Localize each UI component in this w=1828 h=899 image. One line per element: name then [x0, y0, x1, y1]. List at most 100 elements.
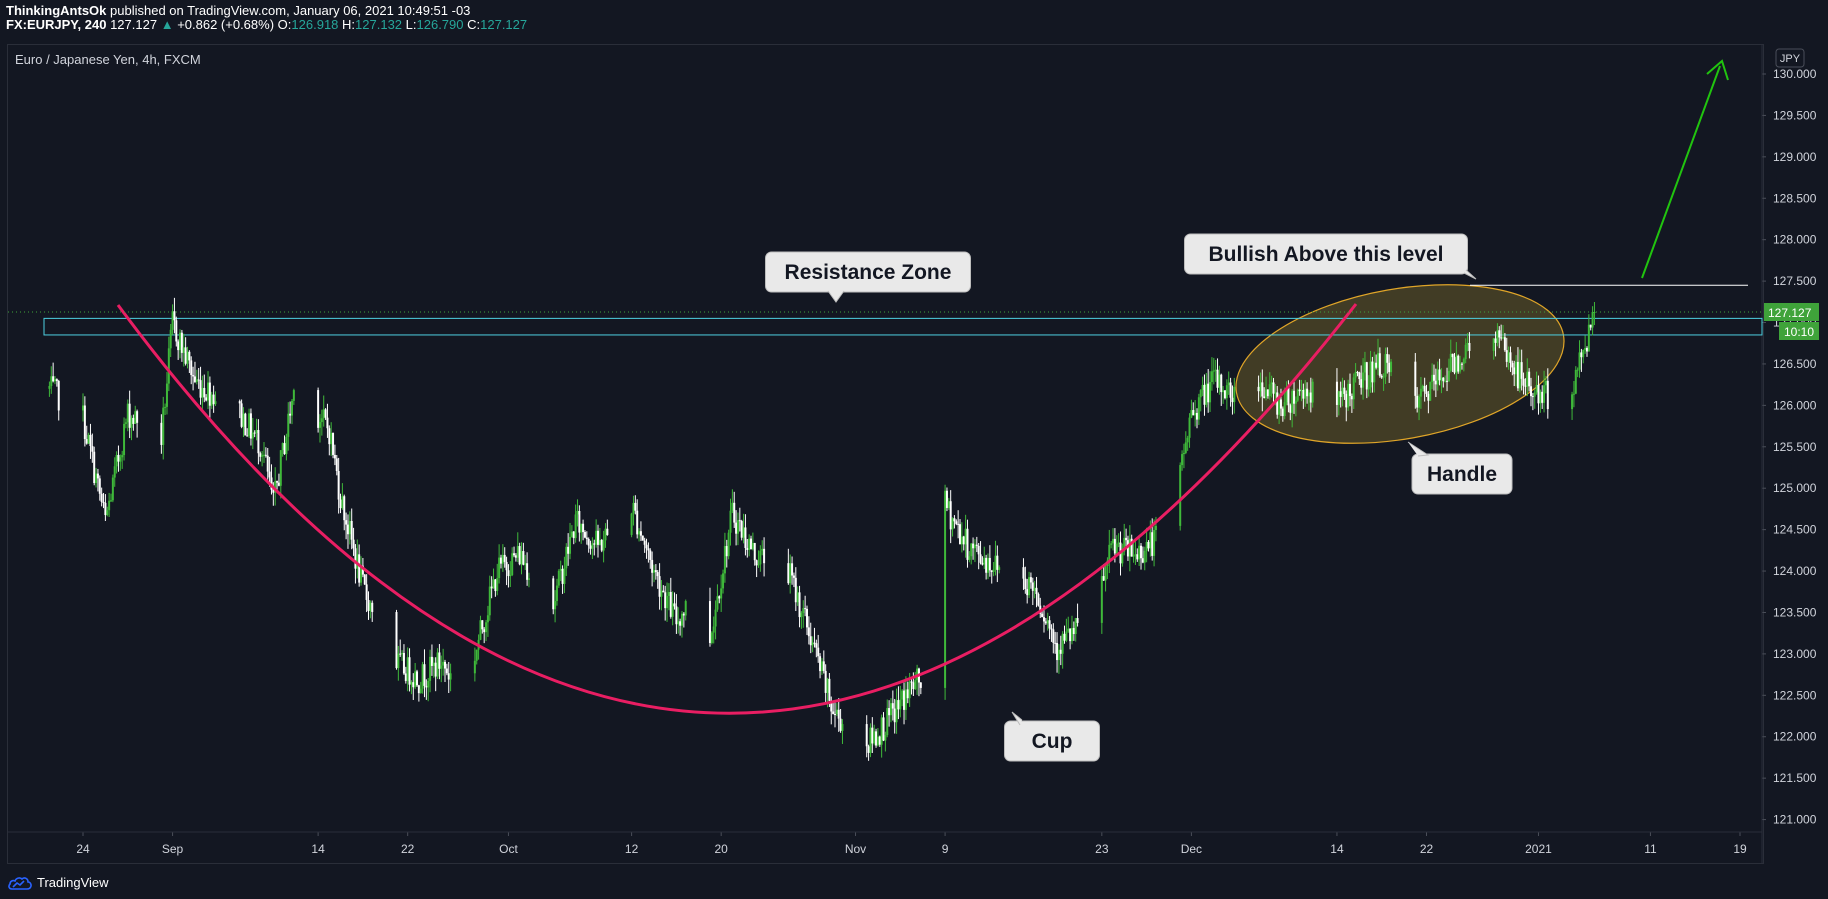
candle — [1218, 365, 1221, 395]
candle-body — [1369, 361, 1372, 388]
candle — [1440, 368, 1443, 394]
candle-body — [128, 403, 131, 428]
resistance-zone-callout[interactable]: Resistance Zone — [765, 251, 971, 303]
candle-body — [1272, 382, 1275, 394]
candle — [720, 574, 723, 612]
candle — [722, 569, 725, 594]
candle — [742, 513, 745, 544]
candle-body — [953, 518, 956, 522]
candle — [1363, 351, 1366, 381]
author-name[interactable]: ThinkingAntsOk — [6, 3, 107, 18]
candle-body — [115, 454, 118, 467]
candle-body — [597, 530, 600, 545]
candle-body — [1216, 369, 1219, 388]
candle — [1304, 380, 1307, 407]
candle-body — [1186, 437, 1189, 443]
candle — [1126, 535, 1129, 561]
candle — [733, 491, 736, 528]
candle-body — [402, 652, 405, 674]
candle-body — [565, 546, 568, 569]
candle-body — [1503, 337, 1506, 351]
candle — [1337, 390, 1340, 416]
candle — [333, 444, 336, 466]
candle — [1024, 566, 1027, 594]
candle-body — [513, 553, 516, 556]
candle — [1061, 631, 1064, 669]
candle-body — [1041, 613, 1044, 618]
candle-body — [736, 520, 739, 534]
candle — [526, 552, 529, 586]
handle-callout[interactable]: Handle — [1407, 441, 1513, 495]
candle-body — [1363, 362, 1366, 373]
candle-body — [662, 590, 665, 593]
candle-body — [632, 502, 635, 514]
callout-box — [1184, 233, 1468, 275]
candle-body — [600, 539, 603, 551]
candle — [509, 561, 512, 587]
candle — [1451, 353, 1454, 373]
candle — [1115, 535, 1118, 555]
candle — [1414, 353, 1417, 409]
candle — [108, 492, 111, 518]
candle-body — [824, 670, 827, 693]
last-price-label[interactable]: 127.127 10:10 — [1764, 303, 1819, 341]
candle-body — [1285, 387, 1288, 403]
candle-body — [320, 418, 323, 423]
candle-body — [557, 570, 560, 586]
currency-badge[interactable]: JPY — [1775, 48, 1805, 68]
candle — [1349, 373, 1352, 407]
candle-body — [212, 394, 215, 405]
candle — [212, 385, 215, 413]
candle-body — [673, 603, 676, 607]
candle — [397, 645, 400, 681]
time-axis[interactable]: 24 Sep 14 22 Oct 12 20 Nov 9 23 Dec 14 22 2021 11 19 — [76, 832, 1747, 856]
callout-text: Handle — [1427, 463, 1497, 486]
price-chart[interactable]: 121.000 121.500 122.000 122.500 123.000 123.5… — [0, 0, 1828, 866]
chart-pane[interactable] — [7, 44, 1764, 864]
candle-body — [1593, 312, 1596, 314]
symbol-title: Euro / Japanese Yen, 4h, FXCM — [15, 52, 201, 67]
resistance-zone-box[interactable] — [43, 317, 1763, 336]
candle — [751, 532, 754, 551]
candle — [440, 655, 443, 683]
candle-body — [964, 528, 967, 545]
candle — [330, 422, 333, 456]
candle-body — [367, 599, 370, 611]
candle-body — [757, 564, 760, 566]
candle-body — [126, 403, 129, 423]
candle-body — [188, 351, 191, 361]
candle — [1496, 323, 1499, 347]
candle — [871, 717, 874, 753]
candle-body — [527, 578, 530, 580]
cup-callout[interactable]: Cup — [1004, 711, 1100, 762]
price-axis[interactable]: 121.000 121.500 122.000 122.500 123.000 123.5… — [1762, 67, 1817, 827]
candle — [591, 537, 594, 560]
target-arrow-line[interactable] — [1641, 65, 1721, 279]
candle-body — [1201, 384, 1204, 391]
candle-body — [988, 557, 991, 571]
tradingview-logo[interactable]: TradingView — [8, 875, 109, 890]
candle — [494, 578, 497, 597]
candle-body — [1149, 532, 1152, 549]
candle-body — [962, 536, 965, 545]
candle — [794, 567, 797, 611]
handle-ellipse[interactable] — [1223, 261, 1576, 466]
candle — [791, 556, 794, 585]
candle — [322, 395, 325, 427]
candle — [208, 376, 211, 418]
candle-body — [259, 453, 262, 457]
candle — [658, 563, 661, 610]
candle-body — [664, 592, 667, 609]
candle — [1188, 413, 1191, 448]
cup-curve[interactable] — [116, 303, 1358, 715]
candle-body — [949, 501, 952, 530]
candle — [1132, 541, 1135, 563]
bullish-level-callout[interactable]: Bullish Above this level — [1184, 233, 1477, 280]
candle — [1070, 615, 1073, 645]
candle — [979, 541, 982, 565]
candle — [1438, 358, 1441, 386]
candles[interactable] — [48, 297, 1596, 761]
candle — [180, 329, 183, 362]
candle — [1190, 399, 1193, 419]
candle — [904, 676, 907, 720]
